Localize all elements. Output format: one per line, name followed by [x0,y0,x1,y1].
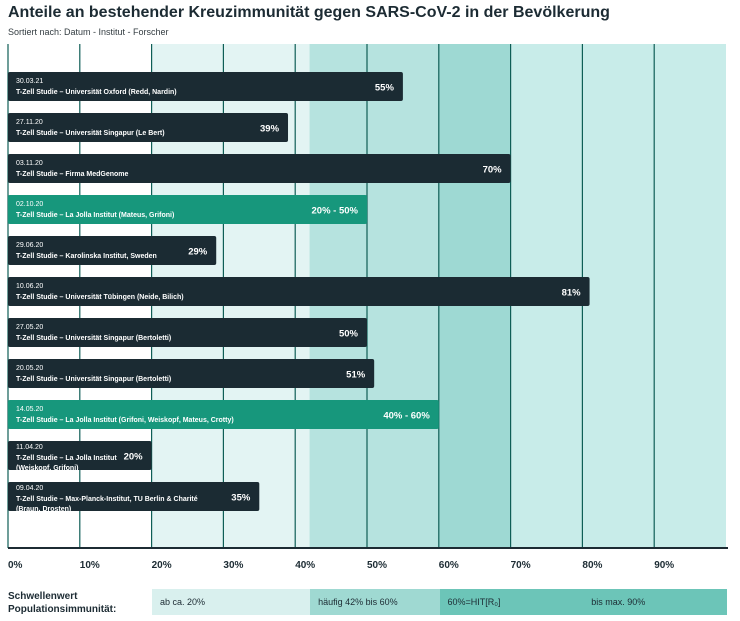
bar-study-label: T-Zell Studie – Universität Singapur (Be… [16,376,171,383]
bar-value-label: 40% - 60% [383,411,430,422]
bar-group: 27.05.20 T-Zell Studie – Universität Sing… [8,318,367,347]
legend-item: häufig 42% bis 60% [310,589,440,615]
bar-value-label: 81% [562,288,582,299]
x-tick-label: 70% [511,560,531,571]
bar-group: 10.06.20 T-Zell Studie – Universität Tübi… [8,277,590,306]
bar-date-label: 30.03.21 [16,78,43,85]
bar [8,441,152,470]
bar-date-label: 11.04.20 [16,444,43,451]
x-tick-label: 0% [8,560,23,571]
x-tick-label: 10% [80,560,100,571]
bar-group: 11.04.20 T-Zell Studie – La Jolla Institu… [8,441,152,472]
bar-value-label: 35% [231,493,251,504]
bar-group: 27.11.20 T-Zell Studie – Universität Sing… [8,113,289,142]
bar-study-label: (Weiskopf, Grifoni) [16,465,78,472]
bar [8,195,367,224]
bar-date-label: 29.06.20 [16,242,43,249]
legend-item: ab ca. 20% [152,589,311,615]
bar-group: 30.03.21 T-Zell Studie – Universität Oxfo… [8,72,403,101]
bar-group: 14.05.20 T-Zell Studie – La Jolla Institu… [8,400,439,429]
bar-study-label: T-Zell Studie – Universität Singapur (Be… [16,335,171,342]
x-tick-label: 60% [439,560,459,571]
bar [8,236,217,265]
bar-study-label: T-Zell Studie – Firma MedGenome [16,171,129,178]
bar-study-label: T-Zell Studie – Universität Singapur (Le… [16,130,165,137]
bar-study-label: T-Zell Studie – Universität Tübingen (Ne… [16,294,184,301]
bar-date-label: 09.04.20 [16,485,43,492]
x-tick-label: 40% [295,560,315,571]
bar-date-label: 27.11.20 [16,119,43,126]
bar-group: 20.05.20 T-Zell Studie – Universität Sing… [8,359,375,388]
bar-group: 03.11.20 T-Zell Studie – Firma MedGenome 7… [8,154,511,183]
bar-date-label: 20.05.20 [16,365,43,372]
legend-caption-line: Populationsimmunität: [8,604,117,615]
bar-study-label: T-Zell Studie – Karolinska Institut, Swe… [16,253,157,260]
bar-study-label: T-Zell Studie – Max-Planck-Institut, TU … [16,496,198,503]
bar-study-label: T-Zell Studie – Universität Oxford (Redd… [16,89,177,96]
bar-date-label: 27.05.20 [16,324,43,331]
bar-date-label: 02.10.20 [16,201,43,208]
bar-value-label: 20% [124,452,144,463]
bar [8,113,289,142]
bar [8,72,403,101]
bar-date-label: 14.05.20 [16,406,43,413]
x-tick-label: 20% [152,560,172,571]
bar-group: 02.10.20 T-Zell Studie – La Jolla Institu… [8,195,367,224]
bar [8,359,375,388]
bar-value-label: 39% [260,124,280,135]
bar-group: 29.06.20 T-Zell Studie – Karolinska Insti… [8,236,217,265]
bar [8,154,511,183]
bar-study-label: (Braun, Drosten) [16,506,71,513]
bar-value-label: 70% [483,165,503,176]
bar-value-label: 20% - 50% [312,206,359,217]
bar-study-label: T-Zell Studie – La Jolla Institut (Grifo… [16,417,234,424]
legend-caption: Schwellenwert Populationsimmunität: [8,590,116,616]
x-axis: 0% 10% 20% 30% 40% 50% 60% 70% 80% 90% [8,547,728,571]
bar-value-label: 50% [339,329,359,340]
chart-title: Anteile an bestehender Kreuzimmunität ge… [8,4,610,21]
bar-date-label: 03.11.20 [16,160,43,167]
bar [8,277,590,306]
bars: 30.03.21 T-Zell Studie – Universität Oxfo… [8,72,590,513]
bar [8,400,439,429]
bar [8,482,260,511]
x-tick-label: 30% [223,560,243,571]
bar-study-label: T-Zell Studie – La Jolla Institut [16,455,117,462]
bar-value-label: 55% [375,83,395,94]
x-tick-label: 80% [582,560,602,571]
x-tick-label: 90% [654,560,674,571]
bar-chart: 30.03.21 T-Zell Studie – Universität Oxfo… [7,44,728,571]
legend-item: 60%=HIT[R₀] [439,589,584,615]
bar-study-label: T-Zell Studie – La Jolla Institut (Mateu… [16,212,174,219]
x-tick-label: 50% [367,560,387,571]
bar-value-label: 51% [346,370,366,381]
bar-value-label: 29% [188,247,208,258]
bar-group: 09.04.20 T-Zell Studie – Max-Planck-Insti… [8,482,260,513]
legend-item: bis max. 90% [583,589,727,615]
bar-date-label: 10.06.20 [16,283,43,290]
bar [8,318,367,347]
chart-subtitle: Sortiert nach: Datum - Institut - Forsch… [8,27,169,37]
legend-caption-line: Schwellenwert [8,591,78,602]
